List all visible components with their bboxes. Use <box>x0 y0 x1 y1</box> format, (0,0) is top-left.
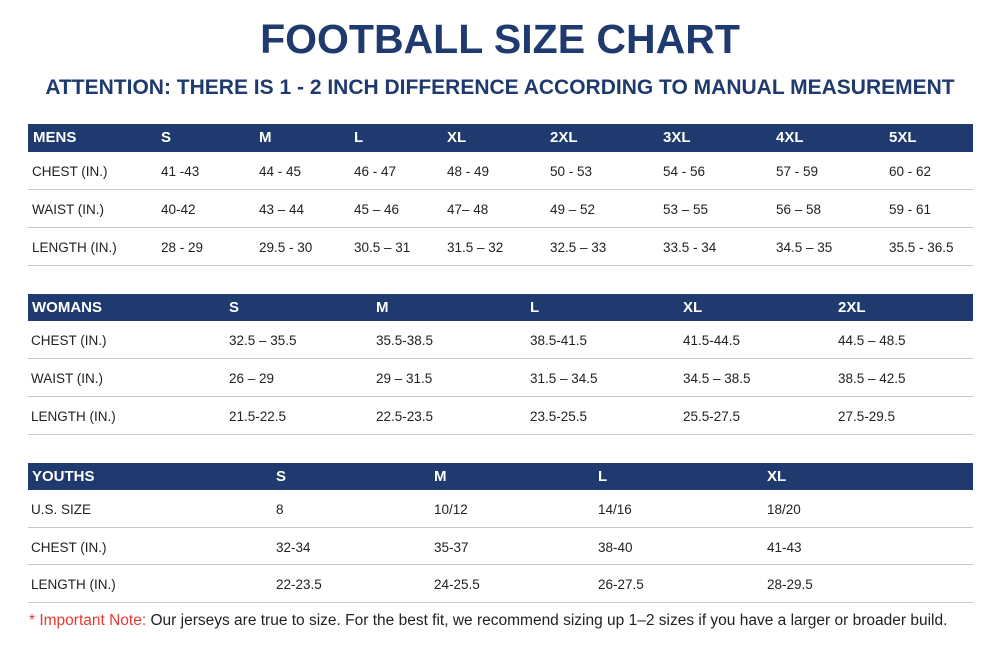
row-label: CHEST (IN.) <box>32 164 108 179</box>
header-cell: L <box>354 129 364 146</box>
cell: 41-43 <box>767 539 802 555</box>
cell: 21.5-22.5 <box>229 409 287 424</box>
cell: 32.5 – 35.5 <box>229 333 297 348</box>
note: * Important Note: Our jerseys are true t… <box>29 612 947 630</box>
header-cell: L <box>598 468 608 485</box>
cell: 38-40 <box>598 539 633 555</box>
cell: 22-23.5 <box>276 577 322 592</box>
cell: 47– 48 <box>447 202 489 217</box>
cell: 49 – 52 <box>550 202 596 217</box>
cell: 23.5-25.5 <box>530 409 588 424</box>
cell: 24-25.5 <box>434 577 480 592</box>
cell: 35.5 - 36.5 <box>889 240 954 255</box>
cell: 32-34 <box>276 539 311 555</box>
cell: 43 – 44 <box>259 202 305 217</box>
cell: 40-42 <box>161 202 196 217</box>
cell: 28 - 29 <box>161 240 204 255</box>
cell: 44.5 – 48.5 <box>838 333 906 348</box>
table-header <box>28 294 973 321</box>
row-label: U.S. SIZE <box>31 502 92 517</box>
cell: 18/20 <box>767 502 801 517</box>
cell: 31.5 – 34.5 <box>530 371 598 386</box>
cell: 38.5 – 42.5 <box>838 371 906 386</box>
table-header <box>28 463 973 490</box>
header-cell: M <box>376 299 389 316</box>
row-label: LENGTH (IN.) <box>31 409 116 424</box>
cell: 8 <box>276 502 284 517</box>
table-row <box>28 190 973 228</box>
cell: 34.5 – 38.5 <box>683 371 751 386</box>
cell: 38.5-41.5 <box>530 333 588 348</box>
header-cell: S <box>229 299 240 316</box>
cell: 22.5-23.5 <box>376 409 434 424</box>
title: FOOTBALL SIZE CHART <box>260 16 740 62</box>
table-row <box>28 490 973 528</box>
header-cell: 3XL <box>663 129 691 146</box>
cell: 30.5 – 31 <box>354 240 411 255</box>
header-cell: 4XL <box>776 129 804 146</box>
cell: 27.5-29.5 <box>838 409 896 424</box>
note-prefix: * Important Note: <box>29 612 147 629</box>
cell: 28-29.5 <box>767 577 813 592</box>
row-label: LENGTH (IN.) <box>32 240 117 255</box>
cell: 53 – 55 <box>663 202 709 217</box>
cell: 33.5 - 34 <box>663 240 717 255</box>
cell: 26 – 29 <box>229 371 275 386</box>
cell: 50 - 53 <box>550 164 593 179</box>
cell: 10/12 <box>434 502 468 517</box>
header-cell: XL <box>683 299 703 316</box>
cell: 32.5 – 33 <box>550 240 607 255</box>
header-cell: L <box>530 299 540 316</box>
header-cell: YOUTHS <box>32 468 95 485</box>
cell: 44 - 45 <box>259 164 302 179</box>
cell: 54 - 56 <box>663 164 706 179</box>
table-row <box>28 565 973 603</box>
cell: 57 - 59 <box>776 164 819 179</box>
cell: 35-37 <box>434 539 469 555</box>
header-cell: S <box>161 129 172 146</box>
cell: 41 -43 <box>161 164 200 179</box>
table-row <box>28 397 973 435</box>
cell: 45 – 46 <box>354 202 400 217</box>
cell: 56 – 58 <box>776 202 822 217</box>
table-header <box>28 124 973 152</box>
cell: 60 - 62 <box>889 164 932 179</box>
cell: 41.5-44.5 <box>683 333 741 348</box>
header-cell: MENS <box>33 129 77 146</box>
row-label: WAIST (IN.) <box>31 371 103 386</box>
table-row <box>28 228 973 266</box>
table-row <box>28 359 973 397</box>
cell: 59 - 61 <box>889 202 932 217</box>
cell: 48 - 49 <box>447 164 490 179</box>
table-row <box>28 528 973 565</box>
row-label: LENGTH (IN.) <box>31 577 116 592</box>
row-label: CHEST (IN.) <box>31 539 107 555</box>
cell: 14/16 <box>598 502 632 517</box>
cell: 25.5-27.5 <box>683 409 741 424</box>
table-row <box>28 152 973 190</box>
cell: 31.5 – 32 <box>447 240 504 255</box>
note-text: Our jerseys are true to size. For the be… <box>150 612 948 629</box>
cell: 29.5 - 30 <box>259 240 313 255</box>
row-label: CHEST (IN.) <box>31 333 107 348</box>
header-cell: M <box>259 129 272 146</box>
cell: 26-27.5 <box>598 577 644 592</box>
cell: 29 – 31.5 <box>376 371 433 386</box>
cell: 46 - 47 <box>354 164 397 179</box>
header-cell: 2XL <box>550 129 578 146</box>
cell: 35.5-38.5 <box>376 333 434 348</box>
header-cell: 2XL <box>838 299 866 316</box>
header-cell: S <box>276 468 287 485</box>
header-cell: 5XL <box>889 129 917 146</box>
table-row <box>28 321 973 359</box>
header-cell: M <box>434 468 447 485</box>
header-cell: XL <box>447 129 467 146</box>
header-cell: WOMANS <box>32 299 102 316</box>
header-cell: XL <box>767 468 787 485</box>
subtitle: ATTENTION: THERE IS 1 - 2 INCH DIFFERENC… <box>45 76 955 99</box>
row-label: WAIST (IN.) <box>32 202 104 217</box>
cell: 34.5 – 35 <box>776 240 833 255</box>
